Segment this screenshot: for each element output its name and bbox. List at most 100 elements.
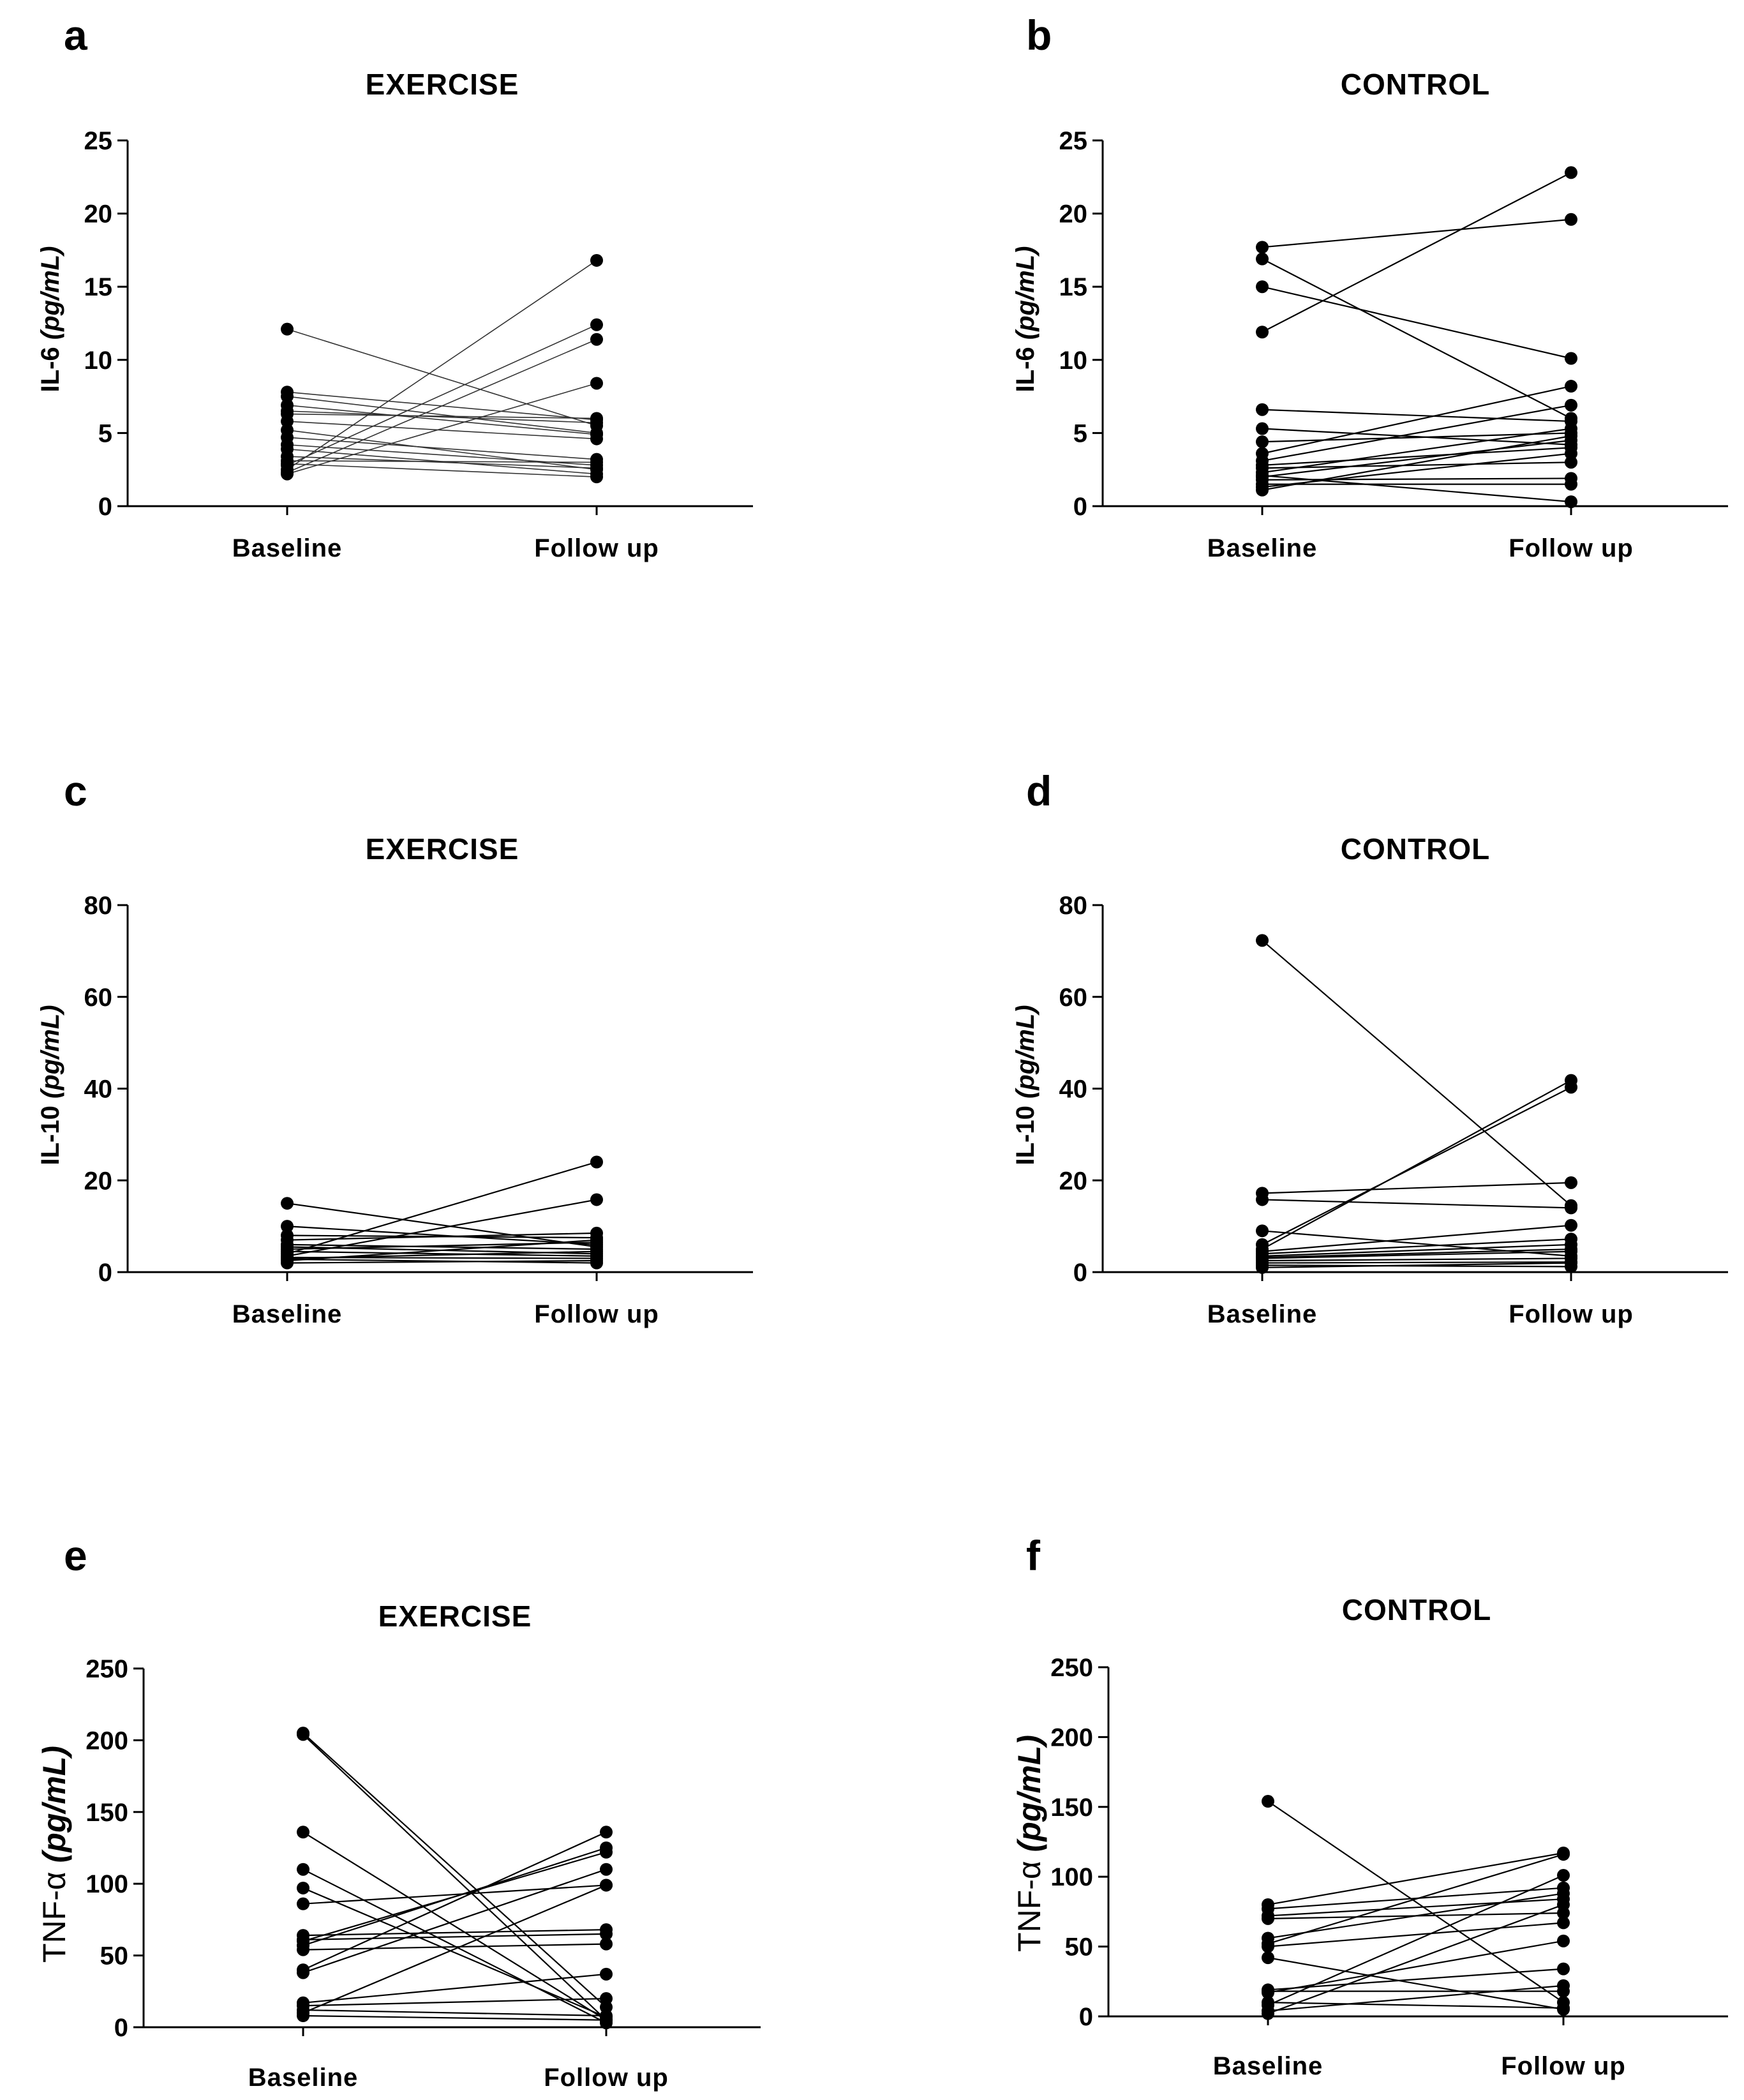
point-followup-b-17 bbox=[1565, 495, 1577, 509]
pair-line-d-2 bbox=[1262, 1199, 1572, 1209]
point-baseline-b-3 bbox=[1256, 326, 1269, 339]
pair-line-b-6 bbox=[1262, 432, 1572, 443]
panel-letter-b: b bbox=[1026, 11, 1052, 59]
point-followup-e-10 bbox=[600, 1937, 613, 1951]
pair-line-e-5 bbox=[302, 1884, 607, 1905]
svg-text:IL-6 (pg/mL): IL-6 (pg/mL) bbox=[36, 246, 64, 393]
point-baseline-d-3 bbox=[1256, 1224, 1269, 1238]
point-baseline-a-16 bbox=[281, 467, 294, 481]
y-tick-label-f-1: 50 bbox=[1065, 1933, 1094, 1961]
pair-line-b-2 bbox=[1262, 286, 1572, 359]
category-label-baseline-c: Baseline bbox=[232, 1300, 343, 1328]
panel-letter-d: d bbox=[1026, 767, 1052, 814]
svg-text:IL-10 (pg/mL): IL-10 (pg/mL) bbox=[1011, 1005, 1040, 1165]
y-axis-label-e: TNF-α (pg/mL) bbox=[36, 1746, 72, 1963]
pair-line-d-3 bbox=[1262, 1230, 1572, 1257]
axes-d bbox=[1101, 905, 1728, 1281]
panel-e: e EXERCISE TNF-α (pg/mL) 0 50 100 150 200 250… bbox=[36, 1532, 761, 2092]
point-followup-f-14 bbox=[1557, 2001, 1570, 2014]
pair-line-b-16 bbox=[1262, 435, 1572, 491]
pair-line-b-9 bbox=[1262, 447, 1572, 466]
y-tick-label-c-4: 80 bbox=[84, 892, 113, 920]
axes-e bbox=[142, 1669, 761, 2036]
point-followup-b-16 bbox=[1565, 429, 1577, 442]
panel-title-f: CONTROL bbox=[1342, 1593, 1491, 1626]
y-axis-label-a: IL-6 (pg/mL) bbox=[36, 246, 64, 393]
pair-line-f-11 bbox=[1267, 1875, 1564, 2006]
pair-line-b-11 bbox=[1262, 428, 1572, 474]
category-label-followup-d: Follow up bbox=[1509, 1300, 1634, 1328]
y-label-main-e: TNF-α bbox=[36, 1871, 72, 1963]
series-a bbox=[281, 253, 603, 484]
point-followup-f-13 bbox=[1557, 1898, 1570, 1911]
point-followup-b-8 bbox=[1565, 398, 1577, 412]
pair-line-e-14 bbox=[302, 1997, 607, 2007]
pair-line-b-7 bbox=[1262, 385, 1572, 454]
pair-line-a-14 bbox=[287, 260, 597, 470]
pair-line-f-7 bbox=[1267, 1922, 1564, 1947]
y-tick-label-e-3: 150 bbox=[86, 1799, 128, 1827]
point-baseline-a-2 bbox=[281, 390, 294, 403]
point-baseline-b-2 bbox=[1256, 280, 1269, 294]
point-baseline-d-14 bbox=[1256, 1261, 1269, 1274]
svg-text:IL-10 (pg/mL): IL-10 (pg/mL) bbox=[36, 1005, 64, 1165]
pair-line-c-7 bbox=[287, 1250, 597, 1257]
y-tick-label-a-2: 10 bbox=[84, 347, 113, 375]
pair-line-c-14 bbox=[287, 1259, 597, 1264]
point-followup-d-5 bbox=[1565, 1074, 1577, 1087]
category-label-baseline-b: Baseline bbox=[1207, 534, 1318, 562]
pair-line-b-1 bbox=[1262, 258, 1572, 419]
y-tick-label-d-4: 80 bbox=[1059, 892, 1088, 920]
point-baseline-a-5 bbox=[281, 415, 294, 428]
point-followup-a-13 bbox=[590, 318, 603, 331]
y-tick-label-e-0: 0 bbox=[114, 2014, 128, 2042]
pair-line-b-17 bbox=[1262, 474, 1572, 503]
y-label-main-d: IL-10 bbox=[1011, 1106, 1040, 1165]
category-label-baseline-a: Baseline bbox=[232, 534, 343, 562]
point-baseline-f-14 bbox=[1262, 1996, 1274, 2009]
y-label-unit-d: (pg/mL) bbox=[1011, 1005, 1040, 1099]
point-followup-f-10 bbox=[1557, 1934, 1570, 1947]
panel-title-c: EXERCISE bbox=[366, 832, 519, 866]
point-baseline-b-1 bbox=[1256, 252, 1269, 266]
category-label-followup-a: Follow up bbox=[534, 534, 659, 562]
point-baseline-b-6 bbox=[1256, 435, 1269, 449]
point-baseline-f-7 bbox=[1262, 1940, 1274, 1953]
pair-line-e-10 bbox=[302, 1943, 607, 1951]
ticks-e: 0 50 100 150 200 250 bbox=[86, 1655, 144, 2042]
pair-line-c-0 bbox=[287, 1203, 597, 1248]
point-followup-c-13 bbox=[590, 1233, 603, 1247]
ticks-b: 0 5 10 15 20 25 bbox=[1059, 127, 1103, 521]
pair-line-e-12 bbox=[302, 1868, 607, 1974]
panel-f: f CONTROL TNF-α (pg/mL) 050100150200250 … bbox=[1011, 1532, 1728, 2080]
pair-line-f-3 bbox=[1267, 1898, 1564, 1917]
ticks-d: 0 20 40 60 80 bbox=[1059, 892, 1103, 1287]
pair-line-c-4 bbox=[287, 1243, 597, 1250]
pair-line-a-7 bbox=[287, 437, 597, 460]
y-tick-label-b-2: 10 bbox=[1059, 347, 1088, 375]
pair-line-e-2 bbox=[302, 1831, 607, 2021]
axes-b bbox=[1101, 140, 1728, 515]
pair-line-b-0 bbox=[1262, 218, 1572, 248]
pair-line-d-6 bbox=[1262, 1224, 1572, 1252]
point-followup-e-7 bbox=[600, 1927, 613, 1940]
y-tick-label-f-2: 100 bbox=[1050, 1863, 1093, 1891]
point-followup-e-17 bbox=[600, 2013, 613, 2027]
pair-line-f-1 bbox=[1267, 1852, 1564, 1906]
point-baseline-b-16 bbox=[1256, 483, 1269, 497]
pair-line-f-10 bbox=[1267, 1940, 1564, 1993]
y-label-unit-f: (pg/mL) bbox=[1011, 1735, 1047, 1852]
point-followup-f-9 bbox=[1557, 1962, 1570, 1976]
y-label-main-c: IL-10 bbox=[36, 1106, 64, 1165]
point-followup-b-0 bbox=[1565, 213, 1577, 226]
pair-line-f-13 bbox=[1267, 1903, 1564, 2014]
y-tick-label-d-3: 60 bbox=[1059, 984, 1088, 1012]
pair-line-c-1 bbox=[287, 1226, 597, 1245]
ticks-c: 0 20 40 60 80 bbox=[84, 892, 128, 1287]
panel-letter-e: e bbox=[64, 1532, 87, 1579]
y-label-main-a: IL-6 bbox=[36, 347, 64, 392]
pair-line-e-6 bbox=[302, 1929, 607, 1937]
point-baseline-f-15 bbox=[1262, 1984, 1274, 1998]
point-followup-e-12 bbox=[600, 1863, 613, 1876]
y-tick-label-e-5: 250 bbox=[86, 1655, 128, 1683]
